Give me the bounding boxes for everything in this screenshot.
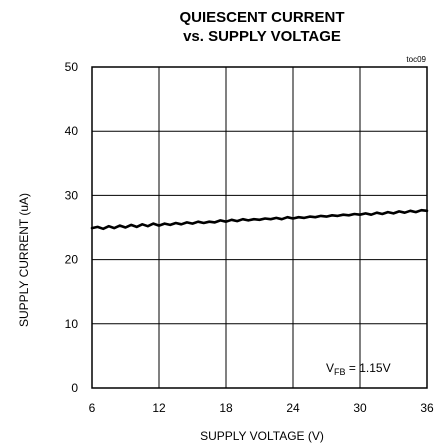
- data-series: [90, 208, 429, 231]
- y-tick-label-2: 20: [65, 253, 79, 267]
- x-tick-label-3: 24: [286, 401, 300, 415]
- plot-frame: [91, 66, 428, 389]
- x-tick-label-0: 6: [89, 401, 96, 415]
- vfb-annotation: VFB = 1.15V: [326, 361, 391, 377]
- grid-lines: [92, 67, 427, 388]
- chart-subtitle: vs. SUPPLY VOLTAGE: [183, 28, 341, 45]
- x-tick-label-2: 18: [219, 401, 233, 415]
- vfb-suffix: = 1.15V: [346, 361, 391, 375]
- vfb-prefix: V: [326, 361, 334, 375]
- x-axis-label: SUPPLY VOLTAGE (V): [200, 429, 324, 443]
- y-tick-label-4: 40: [65, 124, 79, 138]
- y-axis-label: SUPPLY CURRENT (uA): [17, 193, 31, 327]
- y-tick-label-5: 50: [65, 60, 79, 74]
- y-tick-label-3: 30: [65, 188, 79, 202]
- y-tick-label-1: 10: [65, 317, 79, 331]
- x-tick-label-1: 12: [152, 401, 166, 415]
- y-tick-label-0: 0: [71, 381, 78, 395]
- x-tick-label-5: 36: [420, 401, 434, 415]
- figure-code: toc09: [406, 55, 426, 64]
- vfb-subscript: FB: [334, 367, 346, 377]
- tick-labels: 6 12 18 24 30 36 0 10 20 30 40 50: [65, 60, 434, 415]
- series-line-0: [90, 208, 429, 231]
- x-tick-label-4: 30: [353, 401, 367, 415]
- chart-title: QUIESCENT CURRENT: [179, 9, 344, 26]
